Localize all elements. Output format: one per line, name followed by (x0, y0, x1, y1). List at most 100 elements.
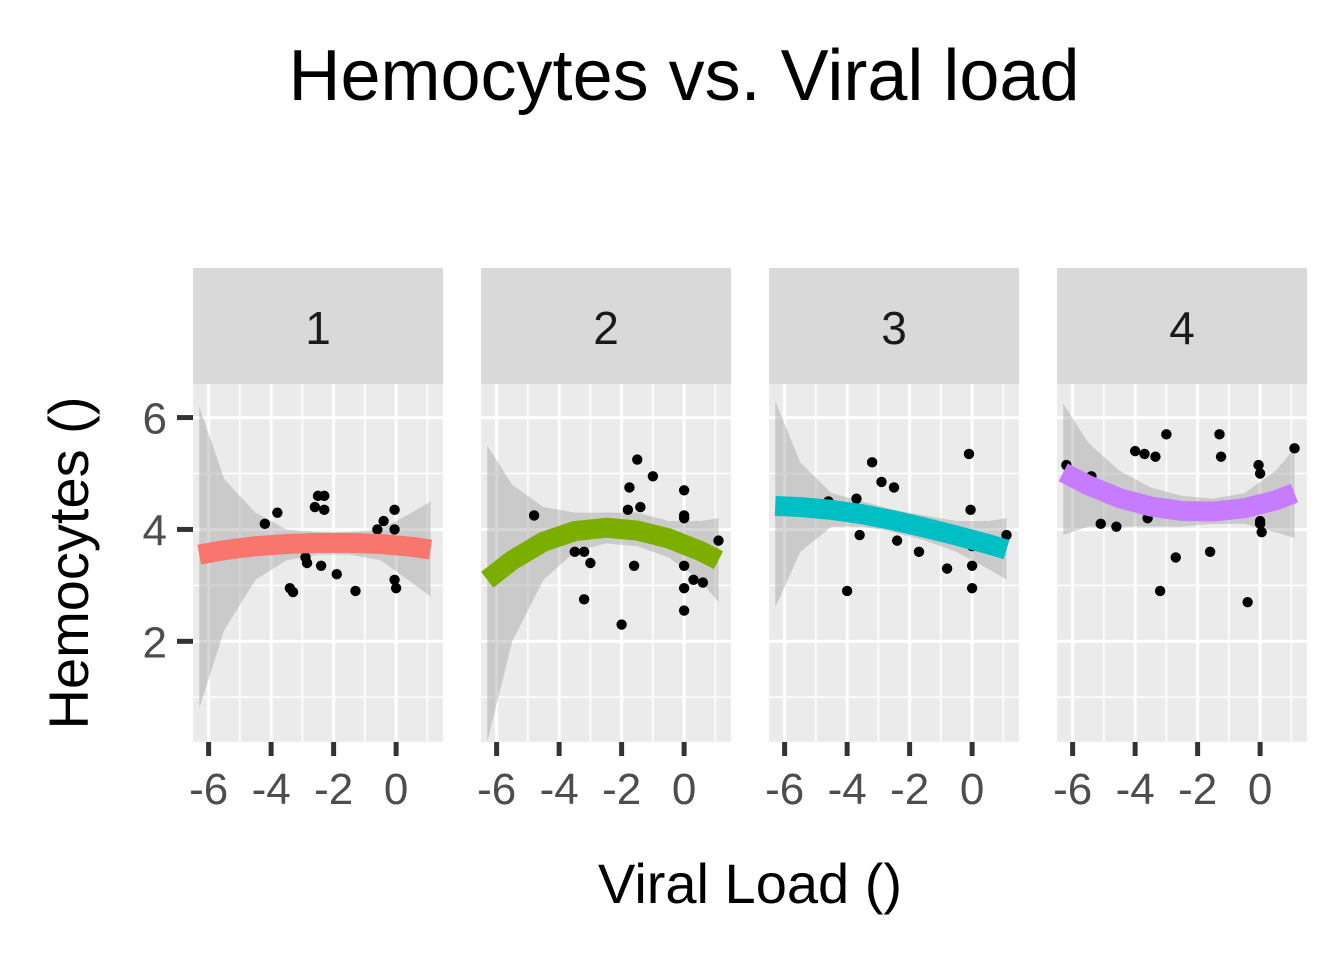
data-point (1204, 546, 1216, 558)
data-point (841, 585, 853, 597)
x-tick-label: 0 (672, 765, 696, 814)
facet-strip-label: 1 (305, 302, 331, 354)
data-point (578, 594, 590, 605)
data-point (1111, 521, 1122, 532)
data-point (1214, 429, 1225, 440)
data-point (309, 501, 321, 513)
data-point (1129, 445, 1141, 457)
facet-panel-2: 2 -6 -4 -2 0 (477, 268, 731, 814)
data-point (1253, 459, 1264, 471)
data-point (635, 501, 646, 513)
data-point (1289, 443, 1300, 454)
x-tick-label: -2 (1178, 765, 1217, 814)
data-point (1139, 448, 1150, 460)
y-axis: 2 4 6 (143, 395, 193, 667)
data-point (1001, 529, 1012, 541)
data-point (319, 490, 330, 502)
data-point (678, 513, 690, 524)
fit-line (197, 532, 432, 565)
y-tick-label: 4 (143, 506, 167, 555)
facet-strip (481, 268, 731, 384)
data-point (851, 493, 862, 504)
data-point (1150, 451, 1161, 462)
confidence-band (487, 445, 719, 742)
data-point (966, 560, 978, 571)
data-point (585, 557, 596, 569)
data-point (301, 557, 313, 569)
data-point (578, 546, 590, 558)
data-point (1095, 518, 1106, 530)
data-point (866, 457, 878, 468)
data-point (389, 504, 400, 516)
facet-panel-3: 3 -6 -4 -2 0 (765, 268, 1019, 814)
data-point (678, 605, 690, 616)
facet-strip (193, 268, 443, 384)
data-point (1161, 429, 1172, 440)
fit-line (1058, 463, 1299, 522)
data-point (1154, 585, 1166, 597)
data-point (854, 529, 865, 541)
fit-line (481, 517, 724, 588)
data-point (528, 510, 540, 521)
x-tick-label: 0 (384, 765, 408, 814)
data-point (697, 577, 709, 588)
x-tick-label: -2 (314, 765, 353, 814)
x-tick-label: 0 (1248, 765, 1272, 814)
facet-strip-label: 4 (1169, 302, 1195, 354)
data-point (941, 563, 953, 574)
y-tick-label: 6 (143, 395, 167, 444)
fit-line (774, 495, 1010, 560)
x-axis-title: Viral Load () (598, 852, 902, 915)
chart-title: Hemocytes vs. Viral load (289, 36, 1080, 116)
data-point (624, 482, 635, 493)
data-point (688, 574, 699, 585)
data-point (616, 619, 627, 630)
facet-panel-1: 1 -6 -4 -2 0 (189, 268, 443, 814)
data-point (372, 524, 383, 535)
facet-strip-label: 2 (593, 302, 619, 354)
data-point (966, 582, 978, 594)
data-point (350, 585, 361, 597)
data-point (1215, 451, 1227, 462)
data-point (319, 504, 330, 516)
x-tick-label: -4 (828, 765, 867, 814)
data-point (259, 518, 271, 530)
data-point (1256, 527, 1267, 538)
data-point (1170, 552, 1181, 563)
data-point (913, 546, 925, 558)
data-point (1242, 596, 1253, 608)
data-point (678, 560, 690, 571)
data-point (628, 560, 640, 571)
data-point (632, 454, 643, 465)
x-tick-label: 0 (960, 765, 984, 814)
data-point (378, 515, 389, 527)
facet-strip-label: 3 (881, 302, 907, 354)
data-point (389, 524, 400, 535)
data-point (272, 507, 283, 518)
data-point (713, 535, 724, 546)
x-tick-label: -4 (540, 765, 579, 814)
x-tick-label: -2 (890, 765, 929, 814)
data-point (389, 574, 400, 585)
x-tick-label: -2 (602, 765, 641, 814)
facet-strip (769, 268, 1019, 384)
facet-strip (1057, 268, 1307, 384)
data-point (888, 482, 900, 493)
data-point (678, 582, 690, 594)
x-tick-label: -6 (765, 765, 804, 814)
x-tick-label: -4 (1116, 765, 1155, 814)
facet-panel-4: 4 -6 -4 -2 0 (1053, 268, 1307, 814)
data-point (1254, 518, 1266, 530)
y-tick-label: 2 (143, 618, 167, 667)
x-tick-label: -6 (1053, 765, 1092, 814)
data-point (678, 485, 690, 496)
facet-panels: 1 -6 -4 -2 0 2 -6 -4 -2 0 3 -6 -4 -2 0 4 -6 -4 -2 0 (189, 268, 1307, 814)
x-tick-label: -6 (189, 765, 228, 814)
panel-background (1057, 384, 1307, 742)
data-point (963, 448, 975, 460)
panel-background (769, 384, 1019, 742)
data-point (569, 546, 580, 558)
data-point (622, 504, 634, 516)
